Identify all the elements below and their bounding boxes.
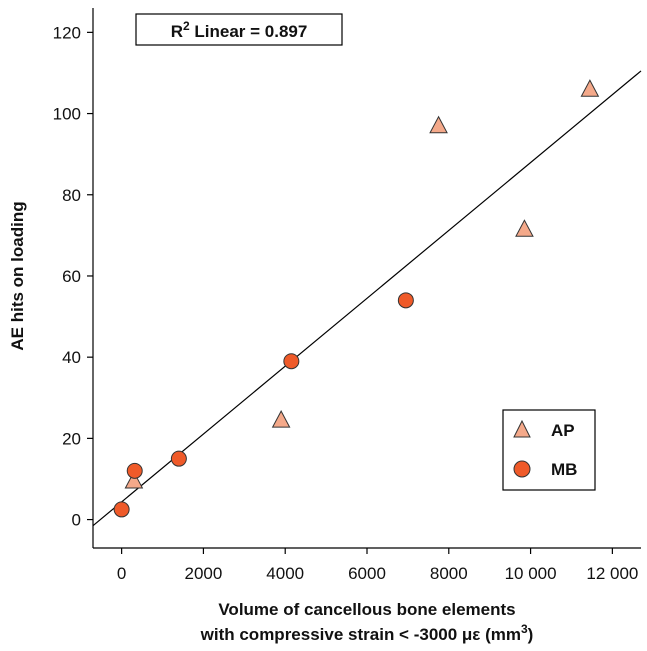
x-tick-label: 10 000 — [505, 564, 557, 583]
legend-marker-mb — [513, 460, 531, 478]
x-tick-label: 4000 — [266, 564, 304, 583]
y-axis-title: AE hits on loading — [8, 201, 27, 350]
mb-data-point — [113, 501, 130, 518]
x-tick-label: 2000 — [185, 564, 223, 583]
y-tick-label: 120 — [53, 23, 81, 42]
mb-data-point — [397, 292, 414, 309]
x-tick-label: 12 000 — [586, 564, 638, 583]
mb-data-point — [283, 353, 300, 370]
y-ticks: 0 20 40 60 80 100 120 — [53, 23, 93, 530]
ap-data-point — [271, 410, 291, 428]
ap-data-point — [429, 115, 448, 134]
x-ticks: 0 2000 4000 6000 8000 10 000 12 000 — [117, 548, 638, 583]
y-tick-label: 60 — [62, 267, 81, 286]
ap-data-point — [124, 470, 144, 489]
mb-data-point — [126, 462, 143, 479]
x-axis-title-line2: with compressive strain < -3000 με (mm3) — [200, 622, 534, 644]
x-tick-label: 8000 — [430, 564, 468, 583]
x-tick-label: 0 — [117, 564, 126, 583]
y-tick-label: 20 — [62, 429, 81, 448]
data-markers — [113, 79, 600, 518]
x-tick-label: 6000 — [348, 564, 386, 583]
legend-label-mb: MB — [551, 460, 577, 479]
r-squared-text: R2 Linear = 0.897 — [171, 19, 308, 41]
x-axis-title-line1: Volume of cancellous bone elements — [218, 600, 515, 619]
y-tick-label: 40 — [62, 348, 81, 367]
mb-data-point — [170, 450, 187, 467]
fit-line — [92, 70, 642, 527]
r-squared-annotation: R2 Linear = 0.897 — [135, 13, 343, 46]
legend: AP MB — [502, 409, 596, 491]
y-tick-label: 100 — [53, 105, 81, 124]
y-tick-label: 80 — [62, 186, 81, 205]
ap-data-point — [515, 219, 534, 237]
y-tick-label: 0 — [72, 511, 81, 530]
legend-label-ap: AP — [551, 421, 575, 440]
legend-marker-ap — [513, 419, 531, 438]
ap-data-point — [580, 79, 600, 97]
